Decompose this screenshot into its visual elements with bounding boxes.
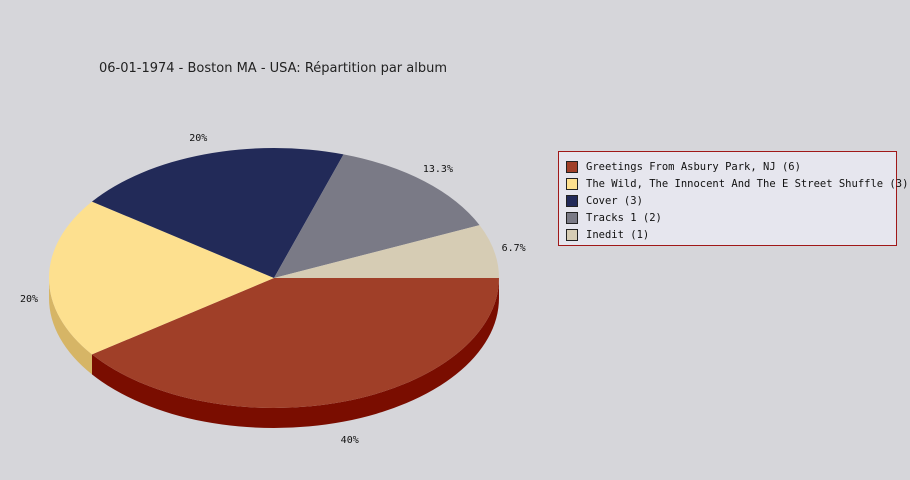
pie-label-3: 13.3% <box>423 164 453 175</box>
pie-side-0 <box>91 278 499 428</box>
pie-label-0: 40% <box>341 435 359 446</box>
legend-label: Cover (3) <box>586 194 643 207</box>
legend-item: Greetings From Asbury Park, NJ (6) <box>566 158 896 175</box>
pie-side-1 <box>49 278 92 375</box>
pie-slice-4 <box>274 225 499 278</box>
legend-swatch <box>566 194 578 207</box>
legend-label: The Wild, The Innocent And The E Street … <box>586 177 909 190</box>
legend-swatch <box>566 160 578 173</box>
pie-label-1: 20% <box>20 294 38 305</box>
legend: Greetings From Asbury Park, NJ (6) The Wi… <box>558 151 908 246</box>
legend-swatch <box>566 177 578 190</box>
legend-swatch <box>566 211 578 224</box>
legend-label: Greetings From Asbury Park, NJ (6) <box>586 160 801 173</box>
pie-slice-2 <box>91 148 344 278</box>
legend-item: Inedit (1) <box>566 226 896 243</box>
legend-swatch <box>566 228 578 241</box>
legend-label: Inedit (1) <box>586 228 650 241</box>
legend-item: Tracks 1 (2) <box>566 209 896 226</box>
legend-label: Tracks 1 (2) <box>586 211 662 224</box>
legend-item: Cover (3) <box>566 192 896 209</box>
legend-item: The Wild, The Innocent And The E Street … <box>566 175 908 192</box>
pie-slice-1 <box>48 201 274 355</box>
pie-label-4: 6.7% <box>502 243 526 254</box>
pie-slice-0 <box>91 278 499 408</box>
pie-label-2: 20% <box>189 133 207 144</box>
chart-title: 06-01-1974 - Boston MA - USA: Répartitio… <box>99 61 448 76</box>
pie-slice-3 <box>274 154 480 278</box>
